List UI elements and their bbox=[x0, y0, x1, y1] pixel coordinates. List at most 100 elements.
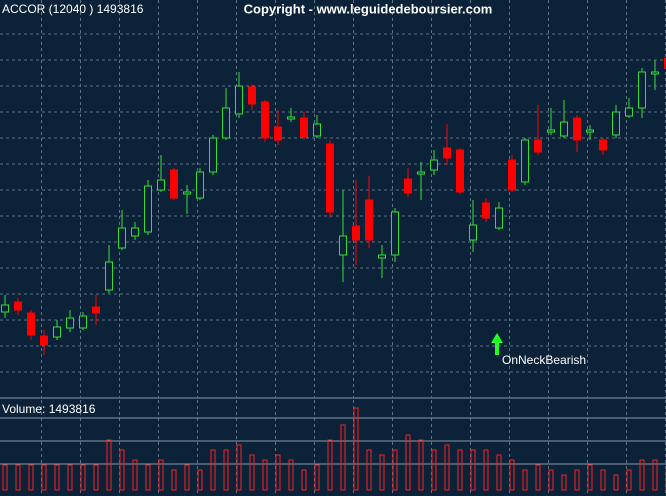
candle-body bbox=[170, 169, 178, 199]
candle-body bbox=[118, 227, 126, 249]
volume-bar bbox=[366, 449, 372, 491]
candle-body bbox=[339, 235, 347, 256]
candle-body bbox=[378, 254, 386, 259]
candle-body bbox=[625, 107, 633, 117]
volume-bar bbox=[353, 407, 359, 491]
candle-body bbox=[482, 202, 490, 219]
volume-bar bbox=[522, 469, 528, 491]
volume-bar bbox=[483, 449, 489, 491]
volume-bar bbox=[106, 439, 112, 491]
volume-bar bbox=[405, 434, 411, 491]
candle-body bbox=[66, 317, 74, 329]
candle-body bbox=[547, 129, 555, 133]
volume-bar bbox=[275, 454, 281, 491]
volume-bar bbox=[2, 464, 8, 491]
candle-body bbox=[40, 335, 48, 346]
candle-body bbox=[326, 143, 334, 213]
candle-body bbox=[105, 261, 113, 291]
volume-bar bbox=[236, 444, 242, 491]
volume-bar bbox=[340, 424, 346, 491]
candle-body bbox=[274, 126, 282, 141]
volume-bar bbox=[67, 464, 73, 491]
candle-body bbox=[92, 306, 100, 314]
volume-bar bbox=[639, 459, 645, 491]
candle-body bbox=[209, 137, 217, 173]
volume-bar bbox=[509, 459, 515, 491]
volume-bar bbox=[626, 469, 632, 491]
volume-bar bbox=[431, 449, 437, 491]
candle-body bbox=[586, 129, 594, 133]
candle-body bbox=[79, 315, 87, 329]
volume-bar bbox=[535, 464, 541, 491]
volume-bar bbox=[184, 464, 190, 491]
candle-body bbox=[248, 86, 256, 105]
chart-title: ACCOR (12040 ) 1493816 bbox=[2, 2, 144, 16]
volume-bar bbox=[119, 449, 125, 491]
candle-body bbox=[417, 171, 425, 175]
volume-bar bbox=[392, 449, 398, 491]
candle-body bbox=[183, 191, 191, 195]
volume-bar bbox=[574, 469, 580, 491]
candle-body bbox=[534, 139, 542, 153]
volume-bar bbox=[418, 439, 424, 491]
volume-bar bbox=[28, 464, 34, 491]
candle-body bbox=[495, 207, 503, 229]
volume-bar bbox=[80, 464, 86, 491]
candle-body bbox=[313, 123, 321, 137]
candle-body bbox=[612, 111, 620, 136]
candle-body bbox=[365, 199, 373, 241]
volume-bar bbox=[327, 439, 333, 491]
candle-body bbox=[144, 185, 152, 233]
volume-bar bbox=[301, 469, 307, 491]
volume-bar bbox=[223, 449, 229, 491]
volume-bar bbox=[15, 464, 21, 491]
volume-bar bbox=[379, 454, 385, 491]
candle-body bbox=[651, 71, 659, 75]
candle-body bbox=[53, 326, 61, 338]
candle-body bbox=[664, 57, 666, 69]
volume-bar bbox=[132, 459, 138, 491]
volume-bar bbox=[561, 474, 567, 491]
volume-bar bbox=[652, 459, 658, 491]
candle-body bbox=[157, 179, 165, 191]
volume-bar bbox=[600, 469, 606, 491]
candle-body bbox=[573, 117, 581, 141]
volume-bar bbox=[171, 469, 177, 491]
candle-body bbox=[261, 101, 269, 139]
candle-body bbox=[599, 139, 607, 151]
volume-bar bbox=[314, 464, 320, 491]
volume-bar bbox=[54, 464, 60, 491]
volume-bar bbox=[145, 464, 151, 491]
candle-body bbox=[391, 211, 399, 256]
candle-body bbox=[521, 139, 529, 183]
volume-bar bbox=[197, 469, 203, 491]
volume-bar bbox=[262, 459, 268, 491]
candle-body bbox=[404, 178, 412, 194]
volume-bar bbox=[457, 449, 463, 491]
candle-body bbox=[287, 116, 295, 120]
volume-bar bbox=[613, 474, 619, 491]
volume-label: Volume: 1493816 bbox=[2, 402, 96, 416]
candle-body bbox=[27, 312, 35, 336]
volume-bar bbox=[548, 469, 554, 491]
volume-bar bbox=[587, 464, 593, 491]
candle-body bbox=[1, 304, 9, 313]
candle-body bbox=[456, 149, 464, 193]
volume-bar bbox=[41, 464, 47, 491]
candle-body bbox=[430, 159, 438, 171]
volume-bar bbox=[444, 444, 450, 491]
candle-body bbox=[443, 147, 451, 159]
volume-bar bbox=[496, 454, 502, 491]
candle-body bbox=[469, 224, 477, 241]
candle-body bbox=[508, 159, 516, 191]
volume-bar bbox=[158, 459, 164, 491]
copyright: Copyright - www.leguidedeboursier.com bbox=[244, 1, 493, 16]
volume-bar bbox=[470, 449, 476, 491]
volume-bar bbox=[93, 464, 99, 491]
candle-body bbox=[196, 171, 204, 199]
candle-body bbox=[235, 85, 243, 115]
candle-body bbox=[14, 301, 22, 311]
candle-body bbox=[131, 227, 139, 237]
